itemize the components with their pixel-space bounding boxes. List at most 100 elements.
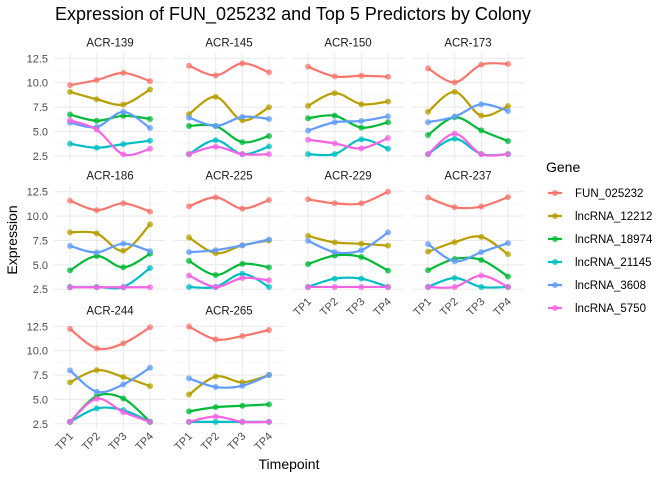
- data-point: [266, 104, 273, 111]
- legend-key-point: [552, 305, 558, 311]
- data-point: [358, 247, 365, 254]
- y-tick-label: 2.5: [33, 284, 48, 296]
- data-point: [147, 208, 154, 215]
- facet-panel: ACR-186 2.5 5.0 7.5 10.0 12.5: [27, 171, 167, 296]
- data-point: [358, 283, 365, 290]
- data-point: [331, 140, 338, 147]
- data-point: [67, 267, 73, 274]
- data-point: [93, 230, 100, 237]
- data-point: [93, 249, 100, 256]
- data-point: [331, 112, 338, 119]
- data-point: [305, 232, 311, 239]
- y-tick-label: 10.0: [27, 78, 48, 90]
- data-point: [120, 284, 127, 291]
- data-point: [305, 151, 311, 158]
- y-tick-label: 12.5: [27, 187, 48, 199]
- data-point: [478, 203, 485, 210]
- facet-panel: ACR-225: [173, 171, 286, 295]
- y-tick-label: 7.5: [33, 102, 48, 114]
- data-point: [120, 240, 127, 247]
- data-point: [451, 239, 458, 246]
- data-point: [212, 143, 219, 150]
- legend-item: lncRNA_5750: [548, 303, 646, 315]
- legend-label: lncRNA_18974: [575, 234, 653, 246]
- data-point: [266, 283, 273, 290]
- facet-strip-label: ACR-173: [444, 37, 491, 49]
- data-point: [212, 93, 219, 100]
- data-point: [67, 367, 73, 374]
- data-point: [93, 405, 100, 412]
- facet-strip-label: ACR-229: [324, 171, 371, 183]
- series-line: [188, 374, 270, 389]
- data-point: [186, 323, 192, 330]
- series-line: [70, 267, 151, 290]
- data-point: [305, 237, 311, 244]
- y-tick-label: 12.5: [27, 53, 48, 65]
- facet-panel: ACR-244 2.5 5.0 7.5 10.0 12.5 TP1 TP2 TP3 TP4: [27, 305, 167, 453]
- y-tick-label: 7.5: [33, 235, 48, 247]
- legend-label: lncRNA_12212: [575, 211, 652, 223]
- data-point: [266, 196, 273, 203]
- y-tick-label: 7.5: [33, 370, 48, 382]
- series-line: [188, 415, 270, 424]
- y-tick-label: 10.0: [27, 211, 48, 223]
- data-point: [358, 72, 365, 79]
- data-point: [147, 248, 154, 255]
- y-axis-title: Expression: [4, 205, 20, 274]
- series-line: [427, 235, 509, 256]
- data-point: [478, 101, 485, 108]
- data-point: [186, 234, 192, 241]
- data-point: [505, 103, 512, 110]
- legend-item: lncRNA_12212: [548, 211, 652, 223]
- data-point: [478, 249, 485, 256]
- series-line: [69, 88, 151, 106]
- data-point: [305, 102, 311, 109]
- series-line: [307, 65, 389, 79]
- data-point: [505, 240, 512, 247]
- facet-strip-label: ACR-237: [444, 171, 491, 183]
- x-axis-title: Timepoint: [259, 456, 320, 472]
- series-line: [188, 95, 270, 122]
- series-line: [307, 190, 389, 206]
- data-point: [93, 207, 100, 214]
- series-line: [188, 373, 270, 396]
- x-tick-label: TP1: [53, 430, 76, 453]
- data-point: [425, 241, 431, 248]
- data-point: [239, 139, 246, 146]
- legend-item: lncRNA_21145: [548, 257, 652, 269]
- x-tick-label: TP1: [291, 296, 314, 319]
- data-point: [67, 379, 73, 386]
- data-point: [120, 101, 127, 108]
- y-tick-label: 10.0: [27, 346, 48, 358]
- data-point: [120, 374, 127, 380]
- data-point: [478, 272, 485, 279]
- legend-label: lncRNA_5750: [575, 303, 646, 315]
- data-point: [212, 137, 219, 144]
- data-point: [147, 364, 154, 371]
- data-point: [385, 229, 392, 236]
- x-tick-label: TP4: [371, 296, 394, 319]
- data-point: [451, 258, 458, 265]
- data-point: [212, 271, 219, 278]
- data-point: [478, 151, 485, 158]
- data-point: [266, 418, 273, 425]
- data-point: [120, 69, 127, 76]
- data-point: [186, 283, 192, 290]
- data-point: [451, 135, 458, 142]
- data-point: [186, 408, 192, 415]
- data-point: [505, 273, 512, 280]
- legend-item: FUN_025232: [548, 188, 643, 200]
- series-line: [69, 223, 151, 252]
- data-point: [212, 122, 219, 129]
- data-point: [239, 402, 246, 409]
- data-point: [239, 270, 246, 277]
- series-line: [188, 145, 270, 156]
- facet-strip-label: ACR-145: [205, 37, 252, 49]
- data-point: [147, 265, 154, 272]
- series-line: [427, 274, 509, 289]
- data-point: [385, 113, 392, 120]
- data-point: [67, 140, 73, 147]
- facet-panels: ACR-139 2.5 5.0 7.5 10.0 12.5 ACR-145 ACR-150 AC…: [27, 37, 525, 453]
- data-point: [305, 136, 311, 143]
- chart-title: Expression of FUN_025232 and Top 5 Predi…: [55, 4, 531, 25]
